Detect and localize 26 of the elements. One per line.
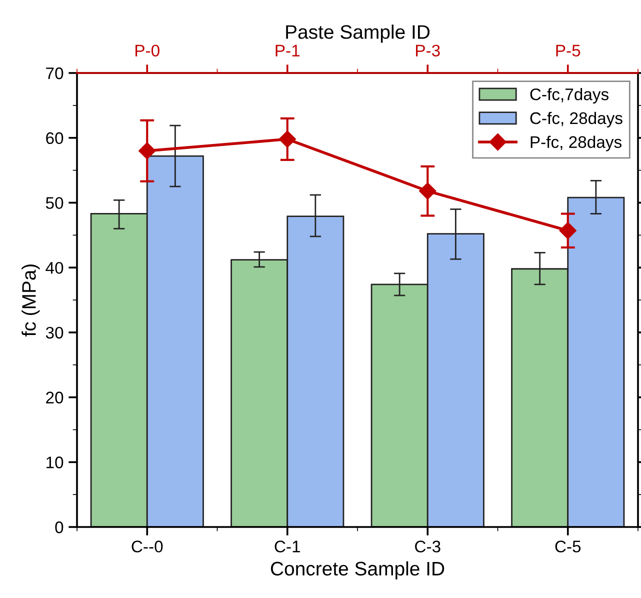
text: P-3 <box>416 44 440 57</box>
y-tick-label: 30 <box>46 326 64 339</box>
y-tick-label: 10 <box>46 456 64 468</box>
point <box>138 142 156 160</box>
legend-label: C-fc, 28days <box>530 112 622 128</box>
y-tick-label: 70 <box>46 67 64 80</box>
text: P-0 <box>136 44 160 57</box>
text: P-1 <box>276 44 300 56</box>
y-tick-label: 40 <box>46 262 64 274</box>
x2-axis-title: Paste Sample ID <box>286 24 430 43</box>
x-axis-title: Concrete Sample ID <box>270 561 444 580</box>
x-tick-label: C-3 <box>415 540 440 552</box>
x-tick-label: C-5 <box>555 540 581 552</box>
point <box>559 222 576 240</box>
x-tick-label: C--0 <box>132 540 163 552</box>
legend-label: C-fc,7days <box>530 88 609 104</box>
y-tick-label: 20 <box>46 392 64 404</box>
y-axis-title: fc (MPa) <box>22 264 40 336</box>
y-tick-label: 60 <box>46 132 64 144</box>
point <box>419 182 436 200</box>
y-tick-label: 50 <box>46 197 64 209</box>
text: P-5 <box>556 44 580 57</box>
legend-label: P-fc, 28days <box>530 136 622 152</box>
point <box>278 130 296 148</box>
x-tick-label: C-1 <box>274 540 300 552</box>
y-tick-label: 0 <box>55 521 64 534</box>
